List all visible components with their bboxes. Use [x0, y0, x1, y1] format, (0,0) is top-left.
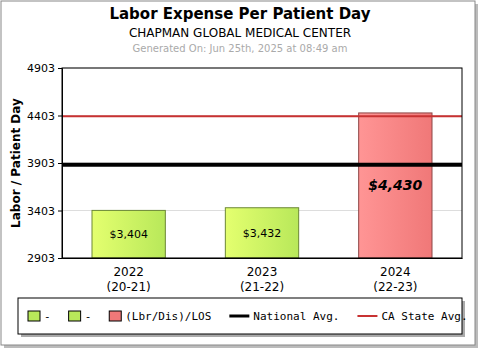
bar	[225, 208, 298, 258]
x-tick-label: 2024(22-23)	[373, 265, 417, 295]
y-axis: 2903 3403 3903 4403 4903	[27, 62, 63, 265]
legend-item: -	[69, 310, 92, 323]
subtitle: CHAPMAN GLOBAL MEDICAL CENTER	[129, 26, 351, 40]
legend-item: -	[28, 310, 51, 323]
data-label: $3,432	[243, 227, 282, 240]
legend-label: -	[85, 310, 92, 323]
legend-item: (Lbr/Dis)/LOS	[109, 310, 211, 323]
data-labels: $3,404 $3,432 $4,430	[109, 177, 422, 241]
legend-label: -	[44, 310, 51, 323]
y-tick-mark	[58, 116, 62, 117]
frame	[1, 1, 475, 345]
plot-frame	[62, 68, 462, 258]
chart: Labor Expense Per Patient Day CHAPMAN GLO…	[0, 0, 480, 350]
x-tick-label: 2022(20-21)	[107, 265, 151, 295]
legend-label: National Avg.	[253, 310, 339, 323]
x-tick: 2023(21-22)	[240, 258, 284, 294]
y-tick: 4403	[27, 110, 62, 123]
y-tick-label: 4403	[27, 110, 55, 123]
legend-symbol	[357, 315, 377, 317]
legend-label: (Lbr/Dis)/LOS	[125, 310, 211, 323]
y-tick-mark	[58, 258, 62, 259]
y-tick-mark	[58, 163, 62, 164]
grid	[62, 68, 462, 258]
legend-symbol	[28, 311, 40, 321]
x-axis: 2022(20-21) 2023(21-22) 2024(22-23)	[63, 258, 463, 294]
y-tick: 3903	[27, 157, 62, 170]
x-tick-label: 2023(21-22)	[240, 265, 284, 295]
y-axis-line	[58, 69, 63, 259]
bar	[359, 113, 432, 258]
annotation: Generated On: Jun 25th, 2025 at 08:49 am	[133, 43, 348, 54]
legend: - - (Lbr/Dis)/LOS National Avg. CA State Avg…	[28, 310, 468, 323]
legend-item: National Avg.	[229, 310, 339, 323]
legend-symbol	[109, 311, 121, 321]
y-tick-label: 2903	[27, 252, 55, 265]
y-tick: 2903	[27, 252, 62, 265]
line	[62, 163, 462, 167]
y-tick-label: 3403	[27, 205, 55, 218]
x-tick: 2024(22-23)	[373, 258, 417, 294]
title: Labor Expense Per Patient Day	[109, 5, 370, 23]
y-tick-label: 4903	[27, 62, 55, 75]
legend-symbol	[229, 315, 249, 318]
y-tick-mark	[58, 211, 62, 212]
line	[62, 115, 462, 117]
plot-background	[62, 68, 462, 258]
y-tick: 3403	[27, 205, 62, 218]
y-tick-mark	[58, 68, 62, 69]
x-tick: 2022(20-21)	[107, 258, 151, 294]
marks	[62, 113, 462, 258]
y-tick-label: 3903	[27, 157, 55, 170]
plot: $3,404 $3,432 $4,430 2903 3403 3903 4403 4903 20…	[27, 62, 463, 294]
legend-label: CA State Avg.	[381, 310, 467, 323]
legend-symbol	[69, 311, 81, 321]
x-axis-line	[63, 258, 463, 259]
data-label: $3,404	[109, 228, 147, 241]
y-axis-title: Labor / Patient Day	[9, 98, 23, 228]
data-label: $4,430	[368, 177, 422, 193]
legend-item: CA State Avg.	[357, 310, 467, 323]
y-tick: 4903	[27, 62, 62, 75]
bar	[92, 210, 165, 258]
